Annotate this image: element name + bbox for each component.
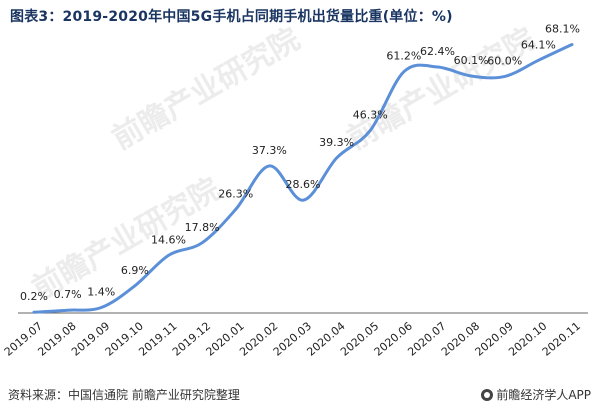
data-label: 61.2% [386,50,421,63]
data-label: 60.1% [454,54,489,67]
data-label: 17.8% [185,221,220,234]
data-label: 6.9% [121,264,149,277]
watermark-text: 前瞻产业研究院 [342,22,541,157]
brand-name: 前瞻经济学人APP [496,388,591,402]
brand-logo-icon [481,388,494,401]
watermark-text: 前瞻产业研究院 [27,172,226,307]
data-label: 0.7% [54,288,82,301]
data-label: 60.0% [487,54,522,67]
data-label: 46.3% [353,108,388,121]
series-line [32,43,574,314]
data-label: 1.4% [87,285,115,298]
data-label: 64.1% [521,38,556,51]
chart-title: 图表3：2019-2020年中国5G手机占同期手机出货量比重(单位：%) [10,9,453,25]
brand-footer: 前瞻经济学人APP [481,386,591,403]
data-label: 37.3% [252,144,287,157]
data-label: 62.4% [420,45,455,58]
data-label: 0.2% [20,290,48,303]
data-label: 26.3% [218,187,253,200]
data-label: 68.1% [545,22,580,35]
data-label: 28.6% [286,178,321,191]
x-axis-ticks: 2019.072019.082019.092019.102019.112019.… [2,319,583,358]
x-tick-label: 2020.11 [540,319,583,358]
watermark-text: 前瞻产业研究院 [107,22,306,157]
data-label: 14.6% [151,233,186,246]
data-labels: 0.2% 0.7% 1.4% 6.9% 14.6%17.8% 26.3% 37.3% 28.6… [20,22,580,303]
data-label: 39.3% [319,136,354,149]
source-note: 资料来源：中国信通院 前瞻产业研究院整理 [8,388,240,402]
